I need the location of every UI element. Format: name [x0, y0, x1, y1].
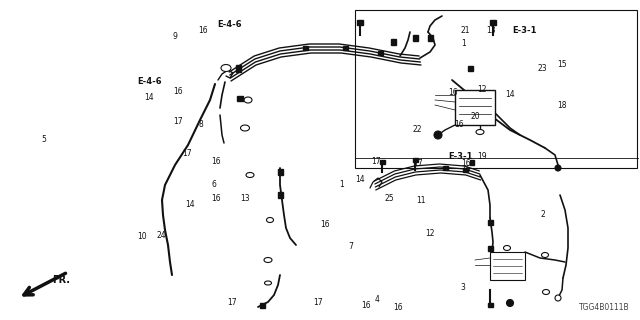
Bar [278, 192, 282, 198]
Text: E-3-1: E-3-1 [448, 152, 472, 161]
Bar [390, 39, 396, 45]
Bar [357, 20, 363, 25]
Bar [342, 46, 348, 50]
Text: 18: 18 [557, 101, 566, 110]
Bar [488, 220, 493, 225]
Ellipse shape [543, 290, 550, 294]
Text: 16: 16 [173, 87, 182, 96]
Text: 7: 7 [349, 242, 354, 251]
Text: 17: 17 [173, 117, 182, 126]
Bar [413, 35, 417, 41]
Text: FR.: FR. [52, 275, 70, 285]
Text: 17: 17 [413, 159, 422, 168]
Text: 9: 9 [173, 32, 178, 41]
Text: 5: 5 [42, 135, 47, 144]
Text: 15: 15 [557, 60, 566, 68]
Text: 2: 2 [541, 210, 545, 219]
Ellipse shape [244, 97, 252, 103]
Ellipse shape [266, 218, 273, 222]
Text: 16: 16 [198, 26, 208, 35]
Text: 10: 10 [138, 232, 147, 241]
Text: 22: 22 [413, 125, 422, 134]
Bar [490, 20, 496, 25]
Text: 1: 1 [339, 180, 344, 188]
Bar [442, 166, 447, 170]
Text: 23: 23 [538, 64, 547, 73]
Ellipse shape [476, 130, 484, 134]
Text: 13: 13 [486, 26, 496, 35]
Bar [413, 158, 417, 162]
Circle shape [555, 165, 561, 171]
Text: E-3-1: E-3-1 [512, 26, 536, 35]
Ellipse shape [264, 281, 271, 285]
Bar [355, 10, 637, 168]
Bar [490, 252, 525, 280]
Text: 14: 14 [144, 93, 154, 102]
Text: 1: 1 [461, 39, 465, 48]
Text: 16: 16 [394, 303, 403, 312]
Ellipse shape [264, 258, 272, 262]
Text: 25: 25 [384, 194, 394, 203]
Text: 14: 14 [506, 90, 515, 99]
Text: TGG4B0111B: TGG4B0111B [579, 303, 630, 312]
Ellipse shape [246, 172, 254, 178]
Ellipse shape [241, 125, 250, 131]
Bar [380, 160, 385, 164]
Text: 19: 19 [477, 152, 486, 161]
Text: 16: 16 [320, 220, 330, 228]
Text: 13: 13 [240, 194, 250, 203]
Bar [236, 65, 241, 71]
Ellipse shape [541, 252, 548, 258]
Bar [259, 302, 264, 308]
Bar [237, 95, 243, 100]
Bar [455, 90, 495, 125]
Text: E-4-6: E-4-6 [138, 77, 162, 86]
Bar [488, 245, 493, 251]
Bar [463, 168, 467, 172]
Text: 16: 16 [362, 301, 371, 310]
Circle shape [506, 300, 513, 307]
Text: 16: 16 [448, 88, 458, 97]
Text: 17: 17 [182, 149, 192, 158]
Text: 16: 16 [454, 120, 464, 129]
Text: 17: 17 [227, 298, 237, 307]
Bar [467, 66, 472, 70]
Text: E-4-6: E-4-6 [218, 20, 242, 28]
Text: 11: 11 [416, 196, 426, 204]
Text: 8: 8 [198, 120, 203, 129]
Text: 24: 24 [157, 231, 166, 240]
Text: 15: 15 [461, 165, 470, 174]
Bar [470, 159, 474, 164]
Bar [378, 51, 383, 55]
Bar [428, 35, 433, 41]
Text: 14: 14 [186, 200, 195, 209]
Text: 17: 17 [314, 298, 323, 307]
Bar [303, 46, 307, 50]
Text: 14: 14 [355, 175, 365, 184]
Text: 17: 17 [371, 157, 381, 166]
Text: 16: 16 [211, 194, 221, 203]
Text: 4: 4 [374, 295, 380, 304]
Bar [488, 303, 493, 307]
Text: 21: 21 [461, 26, 470, 35]
Text: 12: 12 [426, 229, 435, 238]
Circle shape [434, 131, 442, 139]
Text: 20: 20 [470, 112, 480, 121]
Circle shape [555, 295, 561, 301]
Ellipse shape [221, 65, 231, 71]
Ellipse shape [504, 245, 511, 251]
Text: 16: 16 [461, 159, 470, 168]
Text: 3: 3 [461, 284, 466, 292]
Text: 16: 16 [211, 157, 221, 166]
Bar [278, 169, 282, 175]
Text: 6: 6 [211, 180, 216, 188]
Text: 12: 12 [477, 85, 486, 94]
